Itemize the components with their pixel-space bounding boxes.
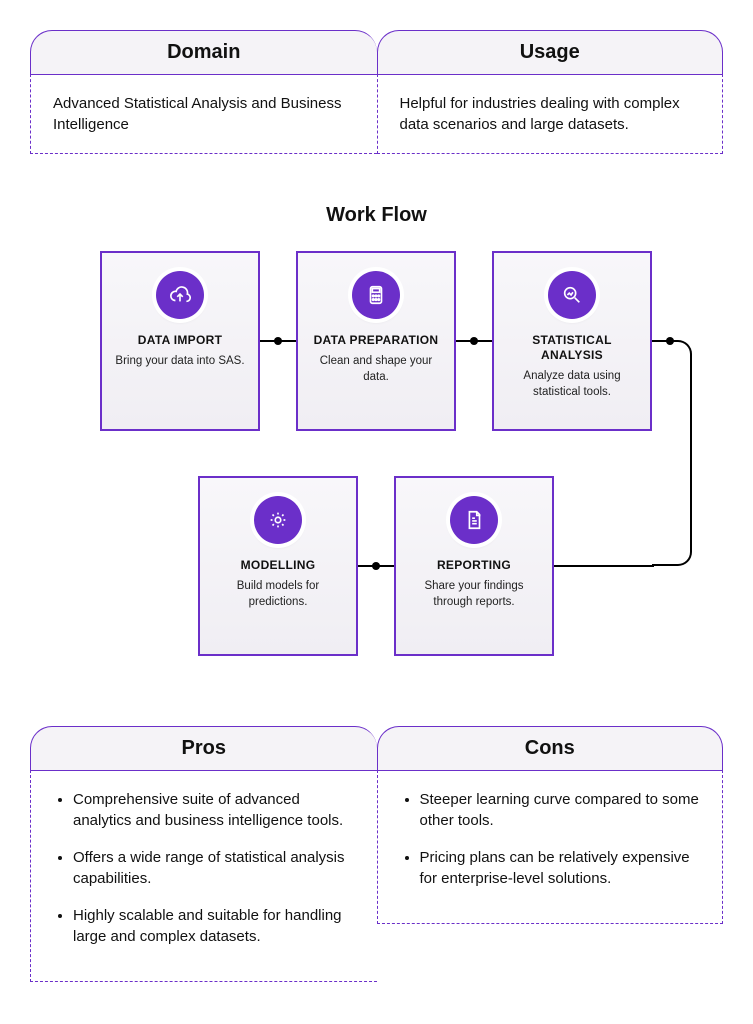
list-item: Comprehensive suite of advanced analytic…: [73, 789, 355, 831]
pros-list: Comprehensive suite of advanced analytic…: [53, 789, 355, 947]
wf-label-data-import: DATA IMPORT: [114, 333, 246, 348]
connector-3-to-5: [652, 340, 692, 566]
cons-column: Cons Steeper learning curve compared to …: [377, 726, 724, 982]
report-icon: [450, 496, 498, 544]
domain-body: Advanced Statistical Analysis and Busine…: [30, 74, 377, 154]
workflow-area: DATA IMPORT Bring your data into SAS. DA…: [30, 251, 723, 671]
pros-header: Pros: [30, 726, 377, 770]
gear-head-icon: [254, 496, 302, 544]
pros-cons-box: Pros Comprehensive suite of advanced ana…: [30, 726, 723, 982]
magnify-chart-icon: [548, 271, 596, 319]
cons-header: Cons: [377, 726, 724, 770]
connector-dot-1-2: [274, 337, 282, 345]
domain-column: Domain Advanced Statistical Analysis and…: [30, 30, 377, 154]
wf-label-modelling: MODELLING: [212, 558, 344, 573]
connector-dot-4-5: [372, 562, 380, 570]
cloud-upload-icon: [156, 271, 204, 319]
calculator-icon: [352, 271, 400, 319]
wf-desc-modelling: Build models for predictions.: [212, 579, 344, 610]
wf-box-data-import: DATA IMPORT Bring your data into SAS.: [100, 251, 260, 431]
pros-body: Comprehensive suite of advanced analytic…: [30, 770, 377, 982]
wf-box-data-preparation: DATA PREPARATION Clean and shape your da…: [296, 251, 456, 431]
workflow-section: Work Flow DATA IMPORT Bring your data in…: [30, 204, 723, 671]
wf-box-statistical-analysis: STATISTICAL ANALYSIS Analyze data using …: [492, 251, 652, 431]
connector-5-right: [554, 565, 654, 567]
wf-box-modelling: MODELLING Build models for predictions.: [198, 476, 358, 656]
domain-header: Domain: [30, 30, 377, 74]
cons-body: Steeper learning curve compared to some …: [377, 770, 724, 924]
domain-usage-box: Domain Advanced Statistical Analysis and…: [30, 30, 723, 154]
cons-list: Steeper learning curve compared to some …: [400, 789, 701, 889]
connector-dot-3r: [666, 337, 674, 345]
wf-desc-data-preparation: Clean and shape your data.: [310, 354, 442, 385]
wf-desc-statistical-analysis: Analyze data using statistical tools.: [506, 369, 638, 400]
usage-body: Helpful for industries dealing with comp…: [377, 74, 724, 154]
usage-column: Usage Helpful for industries dealing wit…: [377, 30, 724, 154]
wf-label-statistical-analysis: STATISTICAL ANALYSIS: [506, 333, 638, 363]
wf-label-data-preparation: DATA PREPARATION: [310, 333, 442, 348]
pros-column: Pros Comprehensive suite of advanced ana…: [30, 726, 377, 982]
list-item: Pricing plans can be relatively expensiv…: [420, 847, 701, 889]
list-item: Offers a wide range of statistical analy…: [73, 847, 355, 889]
usage-header: Usage: [377, 30, 724, 74]
list-item: Steeper learning curve compared to some …: [420, 789, 701, 831]
wf-desc-data-import: Bring your data into SAS.: [114, 354, 246, 370]
connector-dot-2-3: [470, 337, 478, 345]
workflow-title: Work Flow: [30, 204, 723, 227]
wf-box-reporting: REPORTING Share your findings through re…: [394, 476, 554, 656]
wf-desc-reporting: Share your findings through reports.: [408, 579, 540, 610]
list-item: Highly scalable and suitable for handlin…: [73, 905, 355, 947]
wf-label-reporting: REPORTING: [408, 558, 540, 573]
